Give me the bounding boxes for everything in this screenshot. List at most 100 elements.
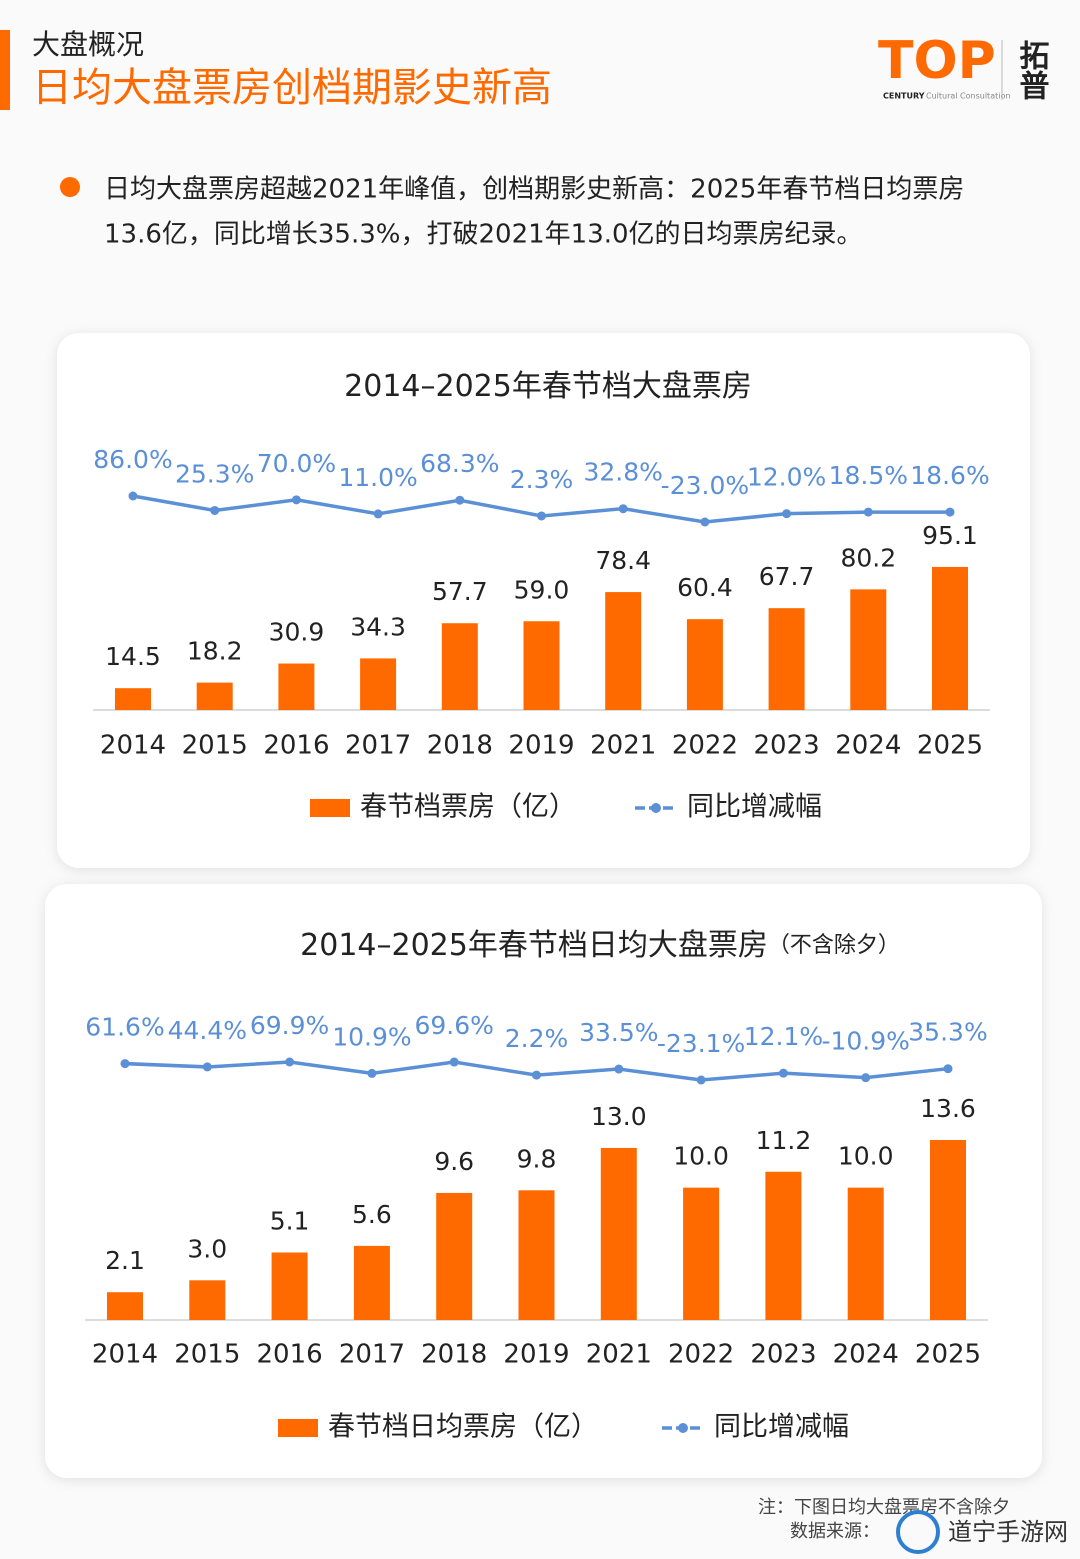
yoy-point xyxy=(285,1057,295,1067)
bar-label: 59.0 xyxy=(514,575,570,604)
x-tick-label: 2016 xyxy=(263,731,329,761)
bar xyxy=(441,623,478,710)
chart-title: 2014–2025年春节档大盘票房 xyxy=(344,369,752,404)
yoy-point xyxy=(863,507,873,517)
x-tick-label: 2024 xyxy=(835,731,901,761)
bar xyxy=(196,682,233,710)
chart-title-text: 2014–2025年春节档日均大盘票房 xyxy=(300,928,768,963)
legend-swatch xyxy=(310,799,350,817)
x-tick-label: 2015 xyxy=(174,1340,240,1370)
chart-card xyxy=(45,884,1042,1478)
yoy-label: 86.0% xyxy=(93,445,172,474)
bar-label: 18.2 xyxy=(187,637,243,666)
x-tick-label: 2021 xyxy=(590,731,656,761)
page-title: 日均大盘票房创档期影史新高 xyxy=(32,65,552,111)
logo-mark: TOP xyxy=(878,31,996,91)
x-tick-label: 2014 xyxy=(100,731,166,761)
yoy-label: 25.3% xyxy=(175,459,254,488)
logo-century: CENTURY xyxy=(883,92,925,101)
yoy-label: 69.6% xyxy=(414,1011,493,1040)
bar xyxy=(353,1245,390,1320)
yoy-point xyxy=(618,504,628,514)
bar xyxy=(271,1252,308,1320)
yoy-label: 2.3% xyxy=(510,465,574,494)
bullet-text: 日均大盘票房超越2021年峰值，创档期影史新高：2025年春节档日均票房 xyxy=(104,175,964,205)
yoy-label: -23.0% xyxy=(661,471,749,500)
yoy-label: 11.0% xyxy=(338,463,417,492)
yoy-label: 2.2% xyxy=(505,1024,569,1053)
yoy-label: 68.3% xyxy=(420,449,499,478)
logo-sub: Cultural Consultation xyxy=(926,92,1010,101)
yoy-label: 33.5% xyxy=(579,1018,658,1047)
chart-card xyxy=(57,333,1030,868)
yoy-point xyxy=(943,1064,953,1074)
bar xyxy=(600,1147,637,1320)
legend-swatch xyxy=(278,1419,318,1437)
yoy-point xyxy=(782,509,792,519)
section-label: 大盘概况 xyxy=(32,28,144,61)
yoy-label: 12.1% xyxy=(744,1022,823,1051)
yoy-point xyxy=(778,1068,788,1078)
legend-dot xyxy=(651,803,661,813)
bar-label: 60.4 xyxy=(677,573,733,602)
yoy-point xyxy=(210,505,220,515)
bar-label: 10.0 xyxy=(838,1142,894,1171)
legend-label: 同比增减幅 xyxy=(687,792,822,823)
bar-label: 80.2 xyxy=(840,543,896,572)
chart-title: 2014–2025年春节档日均大盘票房（不含除夕） xyxy=(300,928,900,963)
x-tick-label: 2014 xyxy=(92,1340,158,1370)
x-tick-label: 2019 xyxy=(503,1340,569,1370)
bar xyxy=(847,1187,884,1320)
yoy-point xyxy=(945,507,955,517)
bar-label: 5.1 xyxy=(270,1206,310,1235)
bar-label: 9.8 xyxy=(517,1144,557,1173)
x-tick-label: 2019 xyxy=(508,731,574,761)
yoy-point xyxy=(861,1073,871,1083)
bar xyxy=(115,688,151,710)
x-tick-label: 2017 xyxy=(339,1340,405,1370)
chart-title-text: 2014–2025年春节档大盘票房 xyxy=(344,369,752,404)
x-tick-label: 2018 xyxy=(427,731,493,761)
x-tick-label: 2025 xyxy=(915,1340,981,1370)
watermark: 道宁手游网 xyxy=(948,1518,1068,1546)
bar-label: 11.2 xyxy=(756,1126,812,1155)
yoy-point xyxy=(128,491,138,501)
bar xyxy=(436,1192,473,1320)
bar xyxy=(518,1190,555,1320)
x-tick-label: 2024 xyxy=(833,1340,899,1370)
bar-label: 14.5 xyxy=(105,642,161,671)
yoy-label: 70.0% xyxy=(257,449,336,478)
yoy-label: 12.0% xyxy=(747,463,826,492)
yoy-point xyxy=(537,511,546,521)
legend-label: 春节档票房（亿） xyxy=(360,792,576,823)
yoy-point xyxy=(696,1075,706,1085)
logo-brand: 拓普 xyxy=(1014,40,1050,100)
x-tick-label: 2015 xyxy=(182,731,248,761)
yoy-label: 35.3% xyxy=(908,1018,987,1047)
x-tick-label: 2018 xyxy=(421,1340,487,1370)
accent-bar xyxy=(0,30,10,110)
bar-label: 13.6 xyxy=(920,1094,976,1123)
bar-label: 57.7 xyxy=(432,577,488,606)
x-tick-label: 2022 xyxy=(672,731,738,761)
bullet-dot xyxy=(60,177,80,197)
bar xyxy=(605,592,642,710)
bar-label: 5.6 xyxy=(352,1200,392,1229)
yoy-point xyxy=(455,495,465,505)
yoy-label: -23.1% xyxy=(657,1029,745,1058)
bar-label: 3.0 xyxy=(187,1234,227,1263)
yoy-point xyxy=(449,1057,459,1067)
bar xyxy=(523,621,560,710)
yoy-point xyxy=(367,1068,377,1078)
yoy-label: 10.9% xyxy=(332,1022,411,1051)
x-tick-label: 2017 xyxy=(345,731,411,761)
yoy-point xyxy=(373,509,383,519)
x-tick-label: 2023 xyxy=(750,1340,816,1370)
x-tick-label: 2022 xyxy=(668,1340,734,1370)
yoy-label: -10.9% xyxy=(821,1027,909,1056)
footnote: 注：下图日均大盘票房不含除夕 xyxy=(758,1497,1010,1518)
x-tick-label: 2023 xyxy=(754,731,820,761)
yoy-label: 18.5% xyxy=(829,461,908,490)
x-tick-label: 2021 xyxy=(586,1340,652,1370)
